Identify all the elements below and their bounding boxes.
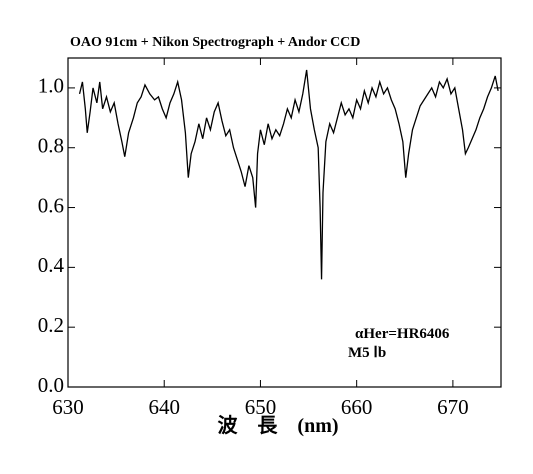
y-tick-label: 0.6 (38, 193, 64, 217)
annotation: M5 Ⅰb (348, 345, 386, 361)
y-tick-label: 0.2 (38, 313, 64, 337)
y-tick-label: 0.0 (38, 373, 64, 397)
plot-frame (67, 57, 502, 388)
x-tick-label: 640 (148, 395, 180, 419)
annotation: αHer=HR6406 (355, 326, 450, 342)
chart-title: OAO 91cm + Nikon Spectrograph + Andor CC… (70, 35, 360, 50)
spectrum-line (78, 69, 499, 280)
x-axis-label: 波 長 (nm) (217, 414, 338, 437)
y-tick-label: 0.8 (38, 134, 64, 158)
y-tick-label: 1.0 (38, 74, 64, 98)
x-tick-label: 660 (341, 395, 373, 419)
x-tick-label: 650 (245, 395, 277, 419)
y-tick-label: 0.4 (38, 253, 65, 277)
x-tick-label: 670 (437, 395, 469, 419)
x-tick-label: 630 (52, 395, 84, 419)
